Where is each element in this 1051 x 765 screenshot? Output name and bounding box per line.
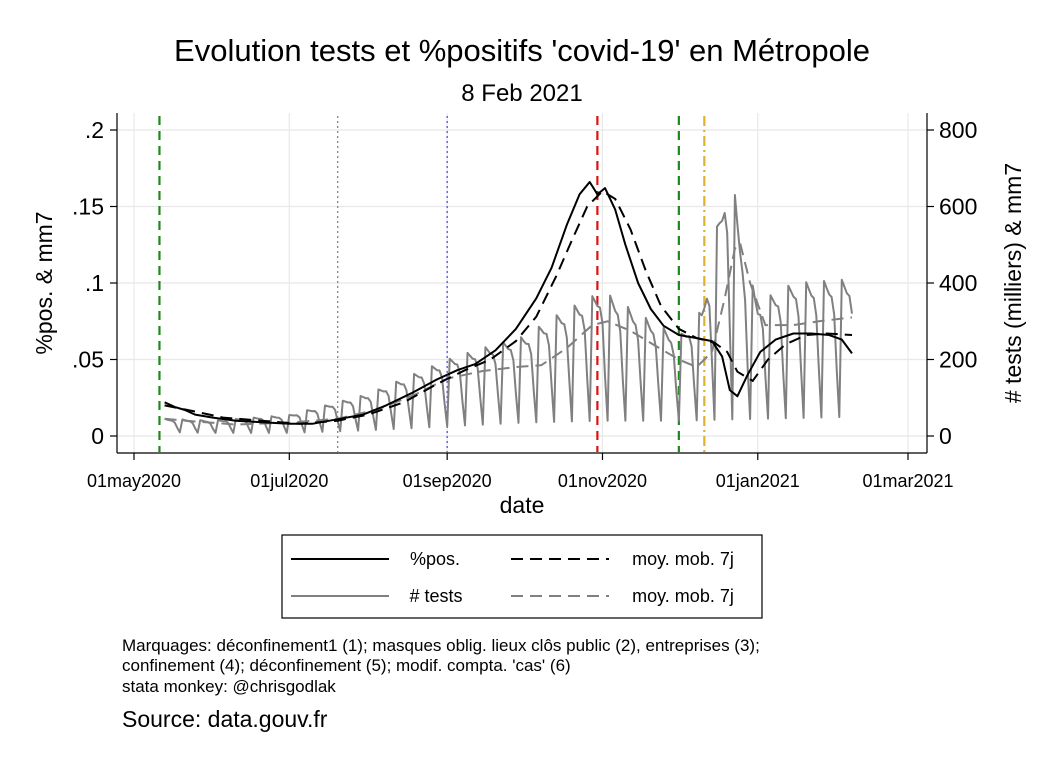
source-note: Source: data.gouv.fr bbox=[122, 706, 328, 732]
x-tick-label: 01sep2020 bbox=[403, 471, 492, 491]
x-tick-label: 01jul2020 bbox=[250, 471, 328, 491]
y-left-tick-label: .15 bbox=[72, 194, 104, 220]
legend-label-pos: %pos. bbox=[410, 549, 460, 569]
chart-title: Evolution tests et %positifs 'covid-19' … bbox=[174, 33, 870, 68]
y-left-tick-label: 0 bbox=[91, 423, 104, 449]
legend-label-pos-mm7: moy. mob. 7j bbox=[632, 549, 734, 569]
event-markers bbox=[158, 116, 706, 452]
y-left-tick-label: .05 bbox=[72, 347, 104, 373]
series-tests bbox=[164, 194, 853, 434]
note-line-3: stata monkey: @chrisgodlak bbox=[122, 677, 336, 696]
y-right-tick-label: 200 bbox=[939, 347, 977, 373]
y-right-tick-label: 600 bbox=[939, 194, 977, 220]
y-left-label: %pos. & mm7 bbox=[31, 211, 57, 354]
right-ticks: 800 600 400 200 0 bbox=[927, 117, 977, 449]
series-lines bbox=[164, 181, 853, 434]
x-tick-label: 01jan2021 bbox=[716, 471, 800, 491]
legend-label-tests-mm7: moy. mob. 7j bbox=[632, 586, 734, 606]
legend: %pos. moy. mob. 7j # tests moy. mob. 7j bbox=[281, 534, 763, 619]
series-pos bbox=[164, 181, 853, 425]
chart-subtitle: 8 Feb 2021 bbox=[461, 80, 582, 107]
x-ticks: 01may2020 01jul2020 01sep2020 01nov2020 01ja… bbox=[87, 453, 954, 491]
y-right-tick-label: 800 bbox=[939, 117, 977, 143]
x-axis-label: date bbox=[500, 492, 545, 518]
series-pos-mm7 bbox=[164, 189, 853, 425]
legend-box bbox=[281, 534, 763, 619]
series-tests-mm7 bbox=[164, 240, 853, 426]
note-line-2: confinement (4); déconfinement (5); modi… bbox=[122, 656, 571, 675]
y-right-tick-label: 400 bbox=[939, 270, 977, 296]
x-tick-label: 01may2020 bbox=[87, 471, 181, 491]
legend-label-tests: # tests bbox=[409, 586, 462, 606]
y-left-tick-label: .1 bbox=[85, 270, 104, 296]
y-left-tick-label: .2 bbox=[85, 117, 104, 143]
y-right-label: # tests (milliers) & mm7 bbox=[1000, 163, 1026, 403]
y-right-tick-label: 0 bbox=[939, 423, 952, 449]
note-line-1: Marquages: déconfinement1 (1); masques o… bbox=[122, 636, 760, 655]
x-tick-label: 01mar2021 bbox=[862, 471, 953, 491]
grid bbox=[117, 113, 927, 453]
x-tick-label: 01nov2020 bbox=[558, 471, 647, 491]
left-ticks: .2 .15 .1 .05 0 bbox=[72, 117, 117, 449]
